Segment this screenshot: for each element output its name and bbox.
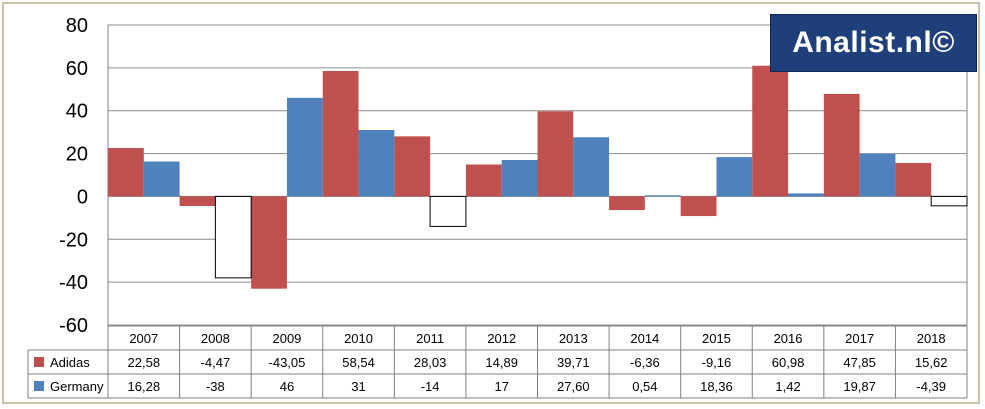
data-label-adidas: -9,16 bbox=[702, 355, 732, 370]
y-tick-label: 60 bbox=[66, 58, 88, 80]
y-tick-label: -40 bbox=[59, 272, 88, 294]
bar-germany-2018 bbox=[930, 195, 968, 207]
bar-germany-2012 bbox=[501, 160, 538, 197]
legend-label-germany: Germany bbox=[50, 379, 104, 394]
data-label-adidas: 15,62 bbox=[915, 355, 948, 370]
data-label-germany: 17 bbox=[494, 379, 508, 394]
y-tick-label: -60 bbox=[59, 315, 88, 337]
bar-germany-2011 bbox=[429, 195, 467, 227]
data-label-germany: -14 bbox=[421, 379, 440, 394]
bar-germany-2016 bbox=[788, 193, 824, 197]
legend-key-germany bbox=[34, 381, 44, 391]
category-label: 2018 bbox=[917, 331, 946, 346]
bar-germany-2010 bbox=[358, 130, 395, 197]
y-tick-label: 20 bbox=[66, 144, 88, 166]
bar-adidas-2015 bbox=[680, 196, 717, 217]
logo-text: Analist.nl© bbox=[792, 26, 955, 59]
data-label-germany: -38 bbox=[206, 379, 225, 394]
category-label: 2009 bbox=[272, 331, 301, 346]
data-label-adidas: -4,47 bbox=[201, 355, 231, 370]
bar-adidas-2007 bbox=[108, 148, 144, 197]
data-label-adidas: 39,71 bbox=[557, 355, 590, 370]
category-label: 2014 bbox=[630, 331, 659, 346]
y-tick-label: 0 bbox=[77, 186, 88, 208]
category-label: 2015 bbox=[702, 331, 731, 346]
bar-adidas-2016 bbox=[752, 65, 789, 197]
bar-germany-2009 bbox=[286, 97, 323, 197]
data-label-adidas: -6,36 bbox=[630, 355, 660, 370]
data-label-germany: 46 bbox=[280, 379, 294, 394]
bar-adidas-2008 bbox=[179, 196, 216, 207]
data-label-germany: 19,87 bbox=[843, 379, 876, 394]
category-label: 2012 bbox=[487, 331, 516, 346]
category-label: 2008 bbox=[201, 331, 230, 346]
y-tick-label: -20 bbox=[59, 229, 88, 251]
y-axis: 80 60 40 20 0 -20 -40 -60 bbox=[59, 15, 88, 337]
bar-adidas-2018 bbox=[895, 162, 932, 197]
bar-adidas-2013 bbox=[537, 111, 574, 197]
category-label: 2007 bbox=[129, 331, 158, 346]
y-tick-label: 40 bbox=[66, 101, 88, 123]
data-label-adidas: 28,03 bbox=[414, 355, 447, 370]
analist-logo: Analist.nl© bbox=[770, 14, 977, 72]
data-label-germany: 31 bbox=[351, 379, 365, 394]
bar-germany-2017 bbox=[859, 153, 896, 197]
category-label: 2011 bbox=[416, 331, 444, 346]
data-label-germany: 1,42 bbox=[775, 379, 800, 394]
bars bbox=[108, 65, 968, 289]
data-label-germany: 27,60 bbox=[557, 379, 590, 394]
bar-germany-2015 bbox=[716, 157, 753, 197]
data-label-germany: 16,28 bbox=[128, 379, 161, 394]
legend-label-adidas: Adidas bbox=[50, 355, 90, 370]
data-label-germany: 0,54 bbox=[632, 379, 657, 394]
bar-germany-2008 bbox=[214, 195, 252, 279]
bar-adidas-2009 bbox=[251, 196, 287, 289]
category-label: 2010 bbox=[344, 331, 373, 346]
category-label: 2016 bbox=[774, 331, 803, 346]
data-label-germany: 18,36 bbox=[700, 379, 733, 394]
data-label-adidas: -43,05 bbox=[269, 355, 306, 370]
bar-adidas-2014 bbox=[609, 196, 645, 211]
data-label-adidas: 22,58 bbox=[128, 355, 161, 370]
data-label-adidas: 58,54 bbox=[342, 355, 375, 370]
data-label-adidas: 14,89 bbox=[485, 355, 518, 370]
bar-germany-2014 bbox=[644, 195, 681, 197]
bar-adidas-2012 bbox=[465, 164, 502, 197]
category-label: 2017 bbox=[845, 331, 874, 346]
y-tick-label: 80 bbox=[66, 15, 88, 37]
bar-adidas-2010 bbox=[322, 70, 359, 197]
data-table: 2007 2008 2009 2010 2011 2012 2013 2014 2015 2016… bbox=[27, 325, 968, 399]
bar-germany-2007 bbox=[143, 161, 180, 197]
bar-adidas-2017 bbox=[823, 93, 860, 197]
legend-key-adidas bbox=[34, 357, 44, 367]
bar-germany-2013 bbox=[573, 137, 610, 197]
bar-adidas-2011 bbox=[394, 136, 431, 197]
data-label-germany: -4,39 bbox=[916, 379, 946, 394]
category-label: 2013 bbox=[559, 331, 588, 346]
data-label-adidas: 60,98 bbox=[772, 355, 805, 370]
data-label-adidas: 47,85 bbox=[843, 355, 876, 370]
chart-frame: 80 60 40 20 0 -20 -40 -60 2007 2008 2009 2010 2011 2… bbox=[2, 2, 980, 404]
